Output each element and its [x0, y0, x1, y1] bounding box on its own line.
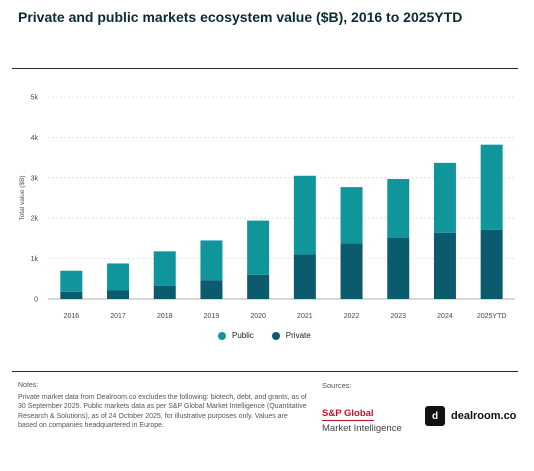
bar-public: [153, 251, 176, 286]
legend-swatch-public: [218, 331, 226, 340]
spg-logo-line1: S&P Global: [322, 408, 374, 421]
top-rule: [12, 68, 518, 69]
notes-text: Private market data from Dealroom.co exc…: [18, 393, 307, 430]
x-tick-label: 2017: [110, 313, 126, 320]
notes-title: Notes:: [18, 382, 39, 389]
y-tick-label: 2k: [31, 216, 39, 223]
y-tick-label: 3k: [31, 175, 39, 182]
y-axis-label: Total value ($B): [19, 175, 26, 220]
bar-private: [480, 229, 503, 299]
x-tick-label: 2016: [64, 313, 80, 320]
y-tick-label: 4k: [31, 135, 39, 142]
x-tick-label: 2024: [437, 313, 453, 320]
x-tick-label: 2020: [250, 313, 266, 320]
dealroom-logo: d dealroom.co: [425, 406, 516, 426]
legend-label-private: Private: [285, 331, 311, 340]
y-tick-label: 1k: [31, 256, 39, 263]
bar-private: [153, 285, 176, 299]
bar-public: [200, 240, 223, 281]
x-tick-label: 2021: [297, 313, 313, 320]
bar-private: [60, 291, 83, 299]
bar-public: [340, 187, 363, 244]
bar-private: [340, 243, 363, 299]
x-tick-label: 2025YTD: [477, 313, 507, 320]
bar-private: [247, 274, 270, 299]
bar-private: [107, 290, 130, 299]
bar-public: [60, 270, 83, 292]
bar-private: [433, 232, 456, 299]
notes-block: Notes: Private market data from Dealroom…: [18, 381, 308, 431]
y-tick-label: 5k: [31, 95, 39, 102]
x-tick-label: 2023: [390, 313, 406, 320]
bar-private: [387, 237, 410, 299]
bar-public: [387, 179, 410, 238]
sources-title: Sources:: [322, 381, 352, 390]
legend-label-public: Public: [232, 331, 254, 340]
spg-logo: S&P Global Market Intelligence: [322, 406, 402, 434]
chart-legend: Public Private: [218, 331, 311, 340]
chart-area: 0 1k 2k 3k 4k 5k Total value ($B) 2016 2017 2018 2…: [19, 95, 515, 320]
bar-public: [433, 162, 456, 233]
bar-public: [293, 175, 316, 255]
dealroom-name: dealroom.co: [451, 410, 517, 422]
chart-title: Private and public markets ecosystem val…: [18, 9, 463, 25]
bar-private: [200, 280, 223, 299]
bottom-rule: [12, 371, 518, 372]
legend-item-public: Public: [218, 331, 254, 340]
x-tick-label: 2019: [204, 313, 220, 320]
legend-swatch-private: [271, 331, 280, 340]
spg-logo-line2: Market Intelligence: [322, 423, 402, 434]
x-tick-label: 2022: [344, 313, 360, 320]
x-tick-label: 2018: [157, 313, 173, 320]
bar-private: [293, 254, 316, 299]
bar-public: [480, 144, 503, 230]
dealroom-icon: d: [425, 406, 445, 426]
y-tick-label: 0: [34, 297, 38, 304]
bar-public: [107, 263, 130, 291]
bar-public: [247, 220, 270, 275]
legend-item-private: Private: [271, 331, 311, 340]
